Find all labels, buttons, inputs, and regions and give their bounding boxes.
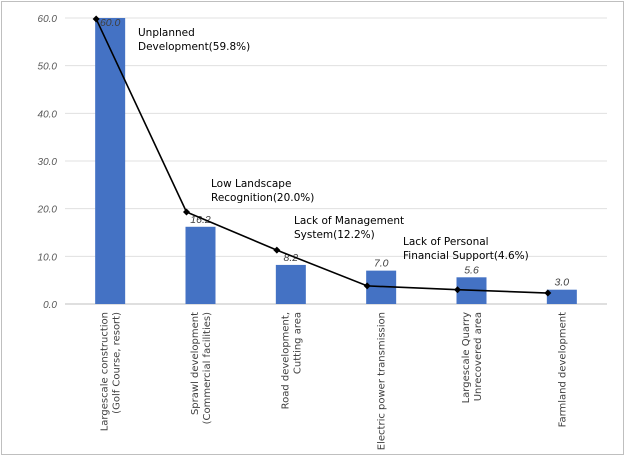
grid-lines bbox=[65, 17, 607, 305]
y-tick-label: 50.0 bbox=[38, 62, 58, 73]
category-label: Road development,Cutting area bbox=[280, 312, 303, 409]
trend-line-marker bbox=[92, 15, 100, 23]
annotations: Unplanned Development(59.8%) Low Landscape… bbox=[138, 27, 529, 262]
trend-line bbox=[92, 15, 552, 297]
data-label: 5.6 bbox=[464, 264, 479, 276]
y-tick-label: 30.0 bbox=[38, 157, 58, 168]
annotation: Lack of Personal Financial Support(4.6%) bbox=[403, 236, 529, 262]
annotation: Lack of Management System(12.2%) bbox=[294, 215, 404, 241]
annotation: Unplanned Development(59.8%) bbox=[138, 27, 250, 53]
data-label: 16.2 bbox=[190, 214, 211, 226]
trend-line-path bbox=[95, 18, 548, 294]
category-label: Farmland development bbox=[557, 312, 568, 427]
bar bbox=[546, 289, 577, 304]
y-tick-label: 20.0 bbox=[37, 205, 58, 216]
bar bbox=[185, 226, 216, 304]
data-label: 7.0 bbox=[374, 258, 389, 270]
data-label: 3.0 bbox=[555, 277, 570, 289]
bars bbox=[95, 18, 577, 304]
trend-line-marker bbox=[544, 289, 552, 297]
y-tick-label: 10.0 bbox=[38, 252, 58, 263]
trend-line-marker bbox=[273, 246, 281, 254]
annotation: Low Landscape Recognition(20.0%) bbox=[211, 178, 314, 204]
bar bbox=[275, 264, 306, 304]
y-tick-labels: 0.0 10.0 20.0 30.0 40.0 50.0 60.0 bbox=[37, 14, 58, 311]
data-label: 60.0 bbox=[100, 17, 121, 29]
y-tick-label: 0.0 bbox=[43, 300, 57, 311]
y-tick-label: 60.0 bbox=[38, 14, 58, 25]
trend-line-marker bbox=[363, 282, 371, 290]
category-label: Sprawl development(Commercial facilities… bbox=[190, 312, 213, 424]
y-tick-label: 40.0 bbox=[38, 109, 58, 120]
trend-line-marker bbox=[183, 208, 190, 216]
category-labels: Largescale construction(Golf Course, res… bbox=[100, 312, 569, 450]
data-labels: 60.016.28.2 7.05.63.0 bbox=[100, 17, 569, 289]
category-label: Largescale construction(Golf Course, res… bbox=[100, 312, 123, 431]
bar bbox=[95, 18, 126, 304]
category-label: Largescale QuarryUnrecovered area bbox=[461, 312, 484, 403]
category-label: Electric power transmission bbox=[377, 312, 388, 450]
trend-line-marker bbox=[454, 286, 461, 294]
